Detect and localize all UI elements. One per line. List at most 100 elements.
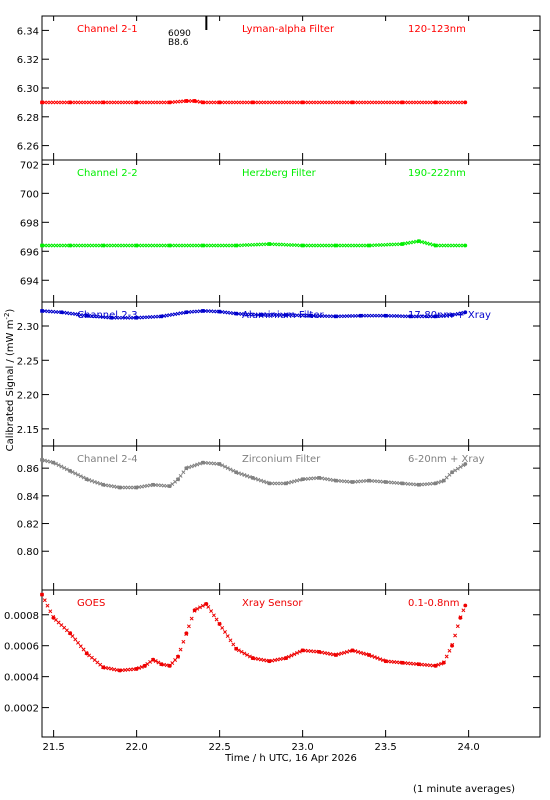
data-point (181, 639, 186, 644)
data-point (328, 652, 333, 656)
panel-band: 120-123nm (408, 24, 466, 35)
data-point (178, 647, 183, 652)
data-point (64, 467, 69, 472)
data-point (198, 461, 202, 466)
data-point (68, 631, 73, 636)
chart-panels: 6.26 6.28 6.30 6.32 6.34 Channel 2-1 Lyman-alp… (4, 15, 541, 738)
data-point (333, 243, 338, 248)
data-point (350, 648, 355, 653)
data-point (250, 475, 255, 480)
data-point (295, 650, 299, 655)
panel-5: 0.0002 0.0004 0.0006 0.0008 GOES Xray Sensor 0… (4, 589, 541, 738)
data-point (411, 240, 416, 245)
data-point (112, 667, 117, 672)
y-tick-label: 2.30 (17, 322, 39, 333)
data-point (40, 309, 44, 313)
data-point (156, 660, 161, 665)
y-axis-label-superscript: -2 (3, 313, 11, 320)
data-point (383, 659, 388, 664)
data-point (198, 99, 202, 104)
data-point (223, 464, 227, 469)
data-point (62, 465, 67, 470)
y-tick-label: 0.0006 (4, 642, 39, 653)
x-axis-label: Time / h UTC, 16 Apr 2026 (224, 753, 357, 764)
data-point (356, 649, 360, 654)
data-point (167, 663, 172, 668)
data-point (416, 482, 421, 487)
data-point (458, 615, 463, 620)
data-point (284, 313, 288, 317)
y-axis-label: Calibrated Signal / (mW m-2) (3, 309, 16, 452)
data-point (68, 469, 73, 473)
data-point (275, 657, 280, 662)
data-point (408, 314, 413, 319)
data-point (81, 313, 86, 318)
data-point (433, 314, 438, 319)
data-point (284, 656, 288, 660)
data-point (259, 657, 263, 662)
data-point (81, 647, 86, 652)
data-point (45, 459, 50, 464)
data-point (217, 309, 222, 314)
data-point (463, 243, 468, 248)
data-point (40, 100, 44, 105)
data-point (217, 462, 222, 466)
data-point (433, 243, 438, 248)
data-point (242, 651, 247, 656)
data-point (278, 657, 283, 662)
data-point (217, 100, 222, 105)
data-point (264, 658, 269, 663)
x-tick-label: 21.5 (42, 742, 64, 753)
data-point (372, 655, 377, 660)
data-point (453, 468, 458, 473)
data-point (261, 658, 266, 663)
data-point (48, 459, 53, 464)
data-point (267, 481, 272, 486)
y-tick-label: 696 (20, 247, 39, 258)
data-point (167, 100, 172, 105)
x-tick-label: 23.0 (291, 742, 313, 753)
data-point (181, 310, 186, 315)
y-tick-label: 0.86 (17, 464, 39, 475)
y-tick-label: 698 (20, 218, 39, 229)
data-point (184, 631, 189, 636)
data-point (148, 483, 153, 488)
data-point (220, 625, 225, 630)
data-point (444, 475, 449, 480)
data-point (109, 315, 114, 320)
x-tick-label: 22.5 (208, 742, 230, 753)
data-point (76, 640, 80, 645)
data-point (242, 473, 247, 477)
data-point (333, 653, 338, 657)
panel-2: 694 696 698 700 702 Channel 2-2 Herzberg Filte… (20, 159, 541, 303)
data-point (201, 460, 205, 465)
data-point (333, 478, 338, 483)
data-point (186, 624, 191, 629)
panel-band: 190-222nm (408, 168, 466, 179)
data-point (416, 662, 421, 667)
data-point (68, 243, 73, 248)
data-point (267, 659, 272, 664)
data-point (416, 239, 421, 244)
data-point (256, 477, 261, 482)
data-point (333, 314, 338, 319)
panel-filter-name: Xray Sensor (242, 598, 303, 609)
data-point (250, 100, 255, 105)
data-point (170, 312, 175, 317)
data-point (289, 653, 294, 658)
data-point (383, 480, 388, 484)
data-point (134, 315, 139, 320)
data-point (447, 648, 452, 653)
data-point (151, 657, 156, 662)
data-point (101, 482, 106, 487)
data-point (118, 485, 122, 490)
data-point (425, 241, 430, 246)
data-point (234, 646, 239, 651)
panel-filter-name: Zirconium Filter (242, 454, 321, 465)
data-point (463, 310, 468, 315)
data-point (378, 657, 383, 662)
data-point (73, 471, 78, 476)
x-axis: 21.5 22.0 22.5 23.0 23.5 24.0 (42, 742, 479, 753)
data-point (189, 464, 194, 469)
